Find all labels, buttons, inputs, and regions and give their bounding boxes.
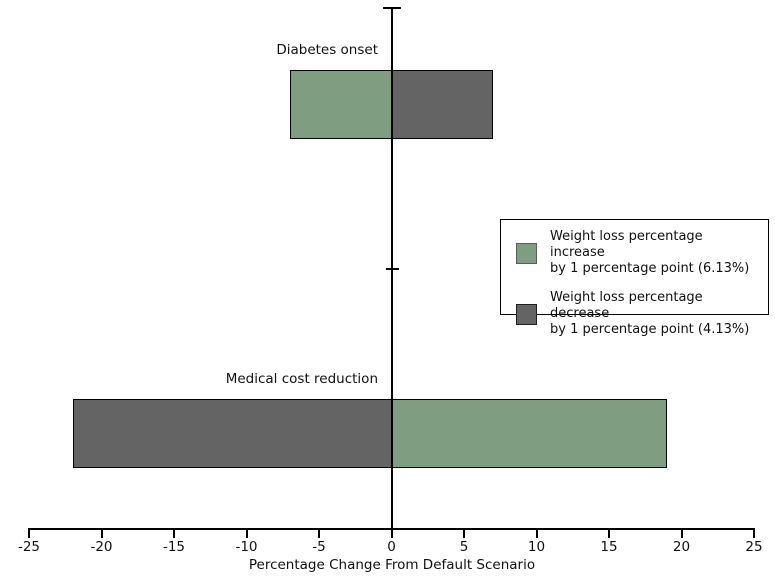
legend-label-decrease: Weight loss percentage decrease by 1 per…	[550, 290, 758, 338]
x-tick-mark--25	[28, 528, 30, 538]
legend-entry-decrease: Weight loss percentage decrease by 1 per…	[516, 290, 758, 338]
bar-increase-cat1	[391, 399, 667, 468]
legend-swatch-decrease	[516, 303, 537, 325]
x-axis-title: Percentage Change From Default Scenario	[248, 557, 536, 573]
x-tick-label--5: -5	[312, 539, 326, 555]
legend-label-decrease-line1: Weight loss percentage decrease	[550, 290, 703, 321]
category-label-0: Diabetes onset	[276, 42, 378, 58]
x-tick-mark-0	[390, 528, 393, 538]
x-tick-mark--20	[100, 528, 103, 538]
legend: Weight loss percentage increase by 1 per…	[500, 219, 769, 337]
x-tick-label-20: 20	[672, 539, 691, 555]
x-tick-label-5: 5	[459, 539, 469, 555]
x-tick-mark-15	[608, 528, 610, 538]
x-tick-label--25: -25	[17, 539, 41, 555]
x-tick-label-0: 0	[387, 539, 396, 555]
legend-label-increase: Weight loss percentage increase by 1 per…	[550, 229, 758, 277]
x-tick-mark-5	[463, 528, 465, 538]
legend-label-increase-line1: Weight loss percentage increase	[550, 229, 703, 260]
category-divider-tick	[386, 268, 399, 270]
x-tick-label-25: 25	[745, 539, 763, 555]
x-tick-mark--15	[173, 528, 175, 538]
x-tick-mark-10	[535, 528, 538, 538]
x-tick-mark-25	[753, 528, 755, 538]
x-tick-label--10: -10	[235, 539, 258, 555]
bar-decrease-cat1	[72, 399, 392, 468]
legend-entry-increase: Weight loss percentage increase by 1 per…	[516, 229, 758, 277]
bar-increase-cat0	[290, 70, 392, 139]
x-tick-mark--10	[245, 528, 248, 538]
x-tick-label-15: 15	[600, 539, 618, 555]
bar-decrease-cat0	[391, 70, 493, 139]
legend-label-decrease-line2: by 1 percentage point (4.13%)	[550, 322, 750, 337]
x-tick-mark--5	[318, 528, 320, 538]
axis-top-tick	[383, 7, 401, 9]
x-tick-label--20: -20	[90, 539, 113, 555]
x-tick-label-10: 10	[527, 539, 546, 555]
x-tick-mark-20	[680, 528, 683, 538]
x-tick-label--15: -15	[162, 539, 186, 555]
legend-swatch-increase	[516, 242, 537, 264]
category-label-1: Medical cost reduction	[225, 371, 378, 387]
legend-label-increase-line2: by 1 percentage point (6.13%)	[550, 261, 750, 276]
